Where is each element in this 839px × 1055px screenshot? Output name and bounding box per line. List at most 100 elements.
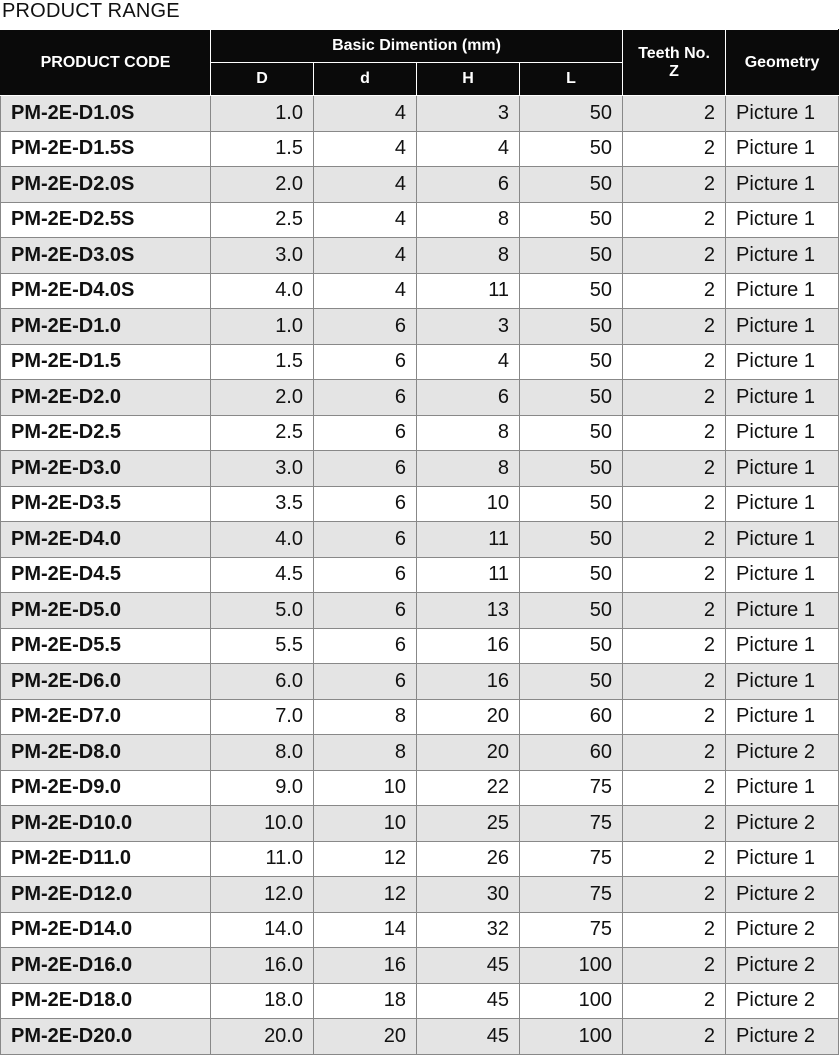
cell-D: 2.5 (210, 201, 314, 238)
table-row: PM-2E-D1.5S 1.5 4 4 50 2 Picture 1 (0, 130, 839, 167)
cell-geometry: Picture 1 (725, 592, 839, 629)
header-L: L (518, 62, 624, 96)
cell-d: 4 (313, 130, 417, 167)
cell-H: 8 (416, 237, 520, 274)
cell-geometry: Picture 1 (725, 308, 839, 345)
cell-L: 75 (518, 840, 624, 877)
cell-D: 4.5 (210, 556, 314, 593)
cell-geometry: Picture 2 (725, 1018, 839, 1055)
cell-teeth: 2 (622, 343, 727, 380)
cell-d: 6 (313, 556, 417, 593)
cell-d: 4 (313, 237, 417, 274)
cell-H: 6 (416, 166, 520, 203)
cell-d: 8 (313, 734, 417, 771)
header-D: D (210, 62, 314, 96)
cell-L: 50 (518, 308, 624, 345)
cell-H: 30 (416, 876, 520, 913)
cell-geometry: Picture 1 (725, 556, 839, 593)
cell-geometry: Picture 2 (725, 911, 839, 948)
cell-geometry: Picture 1 (725, 343, 839, 380)
cell-geometry: Picture 2 (725, 947, 839, 984)
cell-D: 16.0 (210, 947, 314, 984)
header-d: d (313, 62, 417, 96)
cell-d: 4 (313, 201, 417, 238)
cell-H: 45 (416, 1018, 520, 1055)
cell-geometry: Picture 1 (725, 627, 839, 664)
cell-teeth: 2 (622, 911, 727, 948)
cell-D: 7.0 (210, 698, 314, 735)
header-basic-dimension: Basic Dimention (mm) (209, 29, 624, 63)
cell-D: 2.0 (210, 166, 314, 203)
cell-product-code: PM-2E-D9.0 (0, 769, 211, 806)
cell-L: 75 (518, 805, 624, 842)
table-row: PM-2E-D1.0 1.0 6 3 50 2 Picture 1 (0, 308, 839, 345)
cell-teeth: 2 (622, 805, 727, 842)
header-H: H (416, 62, 520, 96)
cell-d: 6 (313, 343, 417, 380)
table-row: PM-2E-D4.0S 4.0 4 11 50 2 Picture 1 (0, 272, 839, 309)
cell-product-code: PM-2E-D10.0 (0, 805, 211, 842)
cell-d: 6 (313, 450, 417, 487)
cell-D: 3.5 (210, 485, 314, 522)
cell-L: 50 (518, 166, 624, 203)
cell-L: 50 (518, 663, 624, 700)
cell-D: 4.0 (210, 521, 314, 558)
cell-L: 50 (518, 130, 624, 167)
cell-d: 16 (313, 947, 417, 984)
cell-L: 50 (518, 485, 624, 522)
cell-D: 4.0 (210, 272, 314, 309)
table-row: PM-2E-D1.5 1.5 6 4 50 2 Picture 1 (0, 343, 839, 380)
cell-D: 9.0 (210, 769, 314, 806)
cell-L: 50 (518, 521, 624, 558)
cell-d: 12 (313, 876, 417, 913)
cell-D: 1.0 (210, 308, 314, 345)
cell-H: 8 (416, 201, 520, 238)
table-row: PM-2E-D5.5 5.5 6 16 50 2 Picture 1 (0, 627, 839, 664)
cell-H: 22 (416, 769, 520, 806)
cell-geometry: Picture 1 (725, 485, 839, 522)
cell-d: 4 (313, 166, 417, 203)
cell-D: 1.5 (210, 343, 314, 380)
cell-H: 11 (416, 272, 520, 309)
cell-H: 4 (416, 343, 520, 380)
cell-product-code: PM-2E-D2.0 (0, 379, 211, 416)
table-row: PM-2E-D16.0 16.0 16 45 100 2 Picture 2 (0, 947, 839, 984)
cell-L: 50 (518, 201, 624, 238)
cell-H: 45 (416, 982, 520, 1019)
cell-teeth: 2 (622, 592, 727, 629)
cell-geometry: Picture 1 (725, 414, 839, 451)
cell-H: 13 (416, 592, 520, 629)
cell-L: 50 (518, 237, 624, 274)
table-row: PM-2E-D3.0S 3.0 4 8 50 2 Picture 1 (0, 237, 839, 274)
cell-H: 11 (416, 521, 520, 558)
cell-teeth: 2 (622, 982, 727, 1019)
cell-product-code: PM-2E-D4.0S (0, 272, 211, 309)
cell-geometry: Picture 1 (725, 166, 839, 203)
header-geometry: Geometry (725, 29, 839, 96)
cell-d: 6 (313, 379, 417, 416)
cell-H: 3 (416, 95, 520, 132)
cell-D: 14.0 (210, 911, 314, 948)
cell-product-code: PM-2E-D12.0 (0, 876, 211, 913)
cell-geometry: Picture 2 (725, 982, 839, 1019)
cell-H: 45 (416, 947, 520, 984)
cell-geometry: Picture 1 (725, 130, 839, 167)
table-row: PM-2E-D14.0 14.0 14 32 75 2 Picture 2 (0, 911, 839, 948)
cell-L: 100 (518, 982, 624, 1019)
cell-teeth: 2 (622, 1018, 727, 1055)
cell-H: 10 (416, 485, 520, 522)
table-row: PM-2E-D11.0 11.0 12 26 75 2 Picture 1 (0, 840, 839, 877)
cell-product-code: PM-2E-D1.0 (0, 308, 211, 345)
table-row: PM-2E-D10.0 10.0 10 25 75 2 Picture 2 (0, 805, 839, 842)
cell-geometry: Picture 1 (725, 237, 839, 274)
cell-H: 8 (416, 414, 520, 451)
cell-L: 50 (518, 414, 624, 451)
table-row: PM-2E-D8.0 8.0 8 20 60 2 Picture 2 (0, 734, 839, 771)
cell-D: 3.0 (210, 450, 314, 487)
cell-L: 75 (518, 876, 624, 913)
cell-H: 20 (416, 698, 520, 735)
cell-teeth: 2 (622, 698, 727, 735)
table-row: PM-2E-D12.0 12.0 12 30 75 2 Picture 2 (0, 876, 839, 913)
cell-D: 6.0 (210, 663, 314, 700)
cell-teeth: 2 (622, 556, 727, 593)
